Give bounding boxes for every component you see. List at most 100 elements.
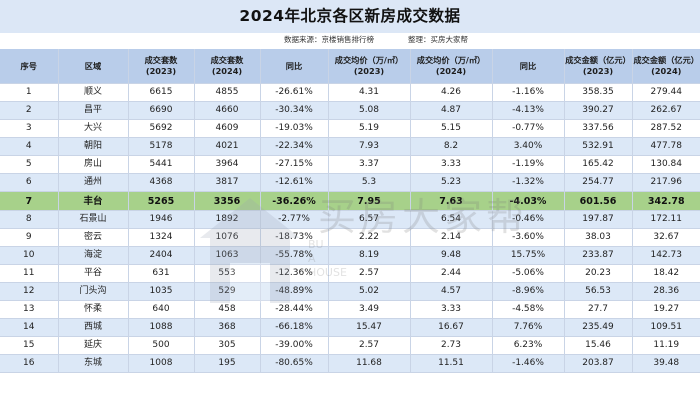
table-cell: 4.31	[328, 83, 411, 102]
table-cell: 500	[128, 336, 195, 355]
table-row: 8 石景山 1946 1892 -2.77% 6.57 6.54 -0.46% 197.87 17…	[0, 210, 700, 229]
table-cell: 11.51	[410, 354, 493, 373]
table-cell: 5	[0, 155, 59, 174]
table-row: 3 大兴 5692 4609 -19.03% 5.19 5.15 -0.77% 337.56 28…	[0, 119, 700, 138]
table-cell: 109.51	[632, 318, 700, 337]
table-cell: -66.18%	[260, 318, 329, 337]
table-cell: 262.67	[632, 101, 700, 120]
table-cell: 235.49	[564, 318, 633, 337]
table-cell: 532.91	[564, 137, 633, 156]
table-cell: 5.23	[410, 173, 493, 192]
table-cell: 2404	[128, 246, 195, 265]
table-cell: 15.75%	[492, 246, 565, 265]
table-row: 15 延庆 500 305 -39.00% 2.57 2.73 6.23% 15.46 11.19	[0, 336, 700, 355]
table-cell: 海淀	[58, 246, 129, 265]
table-row: 7 丰台 5265 3356 -36.26% 7.95 7.63 -4.03% 601.56 34…	[0, 191, 700, 211]
table-row: 2 昌平 6690 4660 -30.34% 5.08 4.87 -4.13% 390.27 26…	[0, 101, 700, 120]
table-row: 1 顺义 6615 4855 -26.61% 4.31 4.26 -1.16% 358.35 27…	[0, 83, 700, 102]
table-cell: -8.96%	[492, 282, 565, 301]
table-cell: -27.15%	[260, 155, 329, 174]
table-cell: 1	[0, 83, 59, 102]
table-cell: 279.44	[632, 83, 700, 102]
table-cell: 640	[128, 300, 195, 319]
table-cell: 1892	[194, 210, 261, 229]
table-cell: 8.19	[328, 246, 411, 265]
column-header: 成交均价（万/㎡） (2024)	[410, 49, 493, 84]
table-cell: 8.2	[410, 137, 493, 156]
table-header-row: 序号 区域 成交套数 (2023) 成交套数 (2024) 同比 成交均价（万/㎡） (2023…	[0, 49, 700, 84]
table-cell: 305	[194, 336, 261, 355]
table-cell: 4609	[194, 119, 261, 138]
table-cell: 32.67	[632, 228, 700, 247]
table-cell: 5.08	[328, 101, 411, 120]
table-cell: 19.27	[632, 300, 700, 319]
table-cell: 20.23	[564, 264, 633, 283]
column-header: 成交套数 (2023)	[128, 49, 195, 84]
table-cell: 7.95	[328, 191, 411, 211]
column-header: 成交均价（万/㎡） (2023)	[328, 49, 411, 84]
table-row: 16 东城 1008 195 -80.65% 11.68 11.51 -1.46% 203.87…	[0, 354, 700, 373]
table-cell: 368	[194, 318, 261, 337]
table-cell: 平谷	[58, 264, 129, 283]
table-cell: 5178	[128, 137, 195, 156]
table-cell: 254.77	[564, 173, 633, 192]
table-cell: 195	[194, 354, 261, 373]
table-cell: 东城	[58, 354, 129, 373]
table-cell: 7	[0, 191, 59, 211]
table-cell: 477.78	[632, 137, 700, 156]
table-cell: 2.73	[410, 336, 493, 355]
table-cell: -2.77%	[260, 210, 329, 229]
table-cell: 3356	[194, 191, 261, 211]
table-cell: 342.78	[632, 191, 700, 211]
table-cell: 顺义	[58, 83, 129, 102]
table-cell: 3817	[194, 173, 261, 192]
table-cell: -1.32%	[492, 173, 565, 192]
table-cell: 3.49	[328, 300, 411, 319]
table-cell: 1946	[128, 210, 195, 229]
table-cell: 4	[0, 137, 59, 156]
table-cell: 3.37	[328, 155, 411, 174]
table-cell: 2.44	[410, 264, 493, 283]
table-cell: 1063	[194, 246, 261, 265]
table-cell: 16	[0, 354, 59, 373]
table-cell: -19.03%	[260, 119, 329, 138]
table-cell: 5.02	[328, 282, 411, 301]
table-cell: 358.35	[564, 83, 633, 102]
table-cell: 553	[194, 264, 261, 283]
table-cell: 15	[0, 336, 59, 355]
table-cell: 4.87	[410, 101, 493, 120]
table-cell: 13	[0, 300, 59, 319]
column-header: 区域	[58, 49, 129, 84]
table-cell: 529	[194, 282, 261, 301]
table-cell: 朝阳	[58, 137, 129, 156]
table-row: 13 怀柔 640 458 -28.44% 3.49 3.33 -4.58% 27.7 19.27	[0, 300, 700, 319]
sales-table: 序号 区域 成交套数 (2023) 成交套数 (2024) 同比 成交均价（万/㎡） (2023…	[0, 49, 700, 373]
organizer-label: 整理：买房大家帮	[408, 35, 468, 44]
table-cell: 142.73	[632, 246, 700, 265]
table-cell: 10	[0, 246, 59, 265]
table-row: 4 朝阳 5178 4021 -22.34% 7.93 8.2 3.40% 532.91 477.…	[0, 137, 700, 156]
table-cell: -0.46%	[492, 210, 565, 229]
table-cell: 石景山	[58, 210, 129, 229]
table-cell: 6690	[128, 101, 195, 120]
table-cell: 3964	[194, 155, 261, 174]
table-cell: 密云	[58, 228, 129, 247]
table-cell: 2.57	[328, 336, 411, 355]
column-header: 成交套数 (2024)	[194, 49, 261, 84]
table-cell: 2.14	[410, 228, 493, 247]
table-cell: 6	[0, 173, 59, 192]
source-row: 数据来源：京楼销售排行榜 整理：买房大家帮	[0, 33, 700, 47]
table-row: 11 平谷 631 553 -12.36% 2.57 2.44 -5.06% 20.23 18.4…	[0, 264, 700, 283]
table-cell: 15.47	[328, 318, 411, 337]
table-cell: 203.87	[564, 354, 633, 373]
table-row: 10 海淀 2404 1063 -55.78% 8.19 9.48 15.75% 233.87 1…	[0, 246, 700, 265]
table-cell: -22.34%	[260, 137, 329, 156]
table-cell: -3.60%	[492, 228, 565, 247]
table-cell: -36.26%	[260, 191, 329, 211]
table-row: 6 通州 4368 3817 -12.61% 5.3 5.23 -1.32% 254.77 217…	[0, 173, 700, 192]
table-cell: 11.68	[328, 354, 411, 373]
table-cell: 12	[0, 282, 59, 301]
table-cell: -1.46%	[492, 354, 565, 373]
table-cell: -28.44%	[260, 300, 329, 319]
table-cell: 4660	[194, 101, 261, 120]
